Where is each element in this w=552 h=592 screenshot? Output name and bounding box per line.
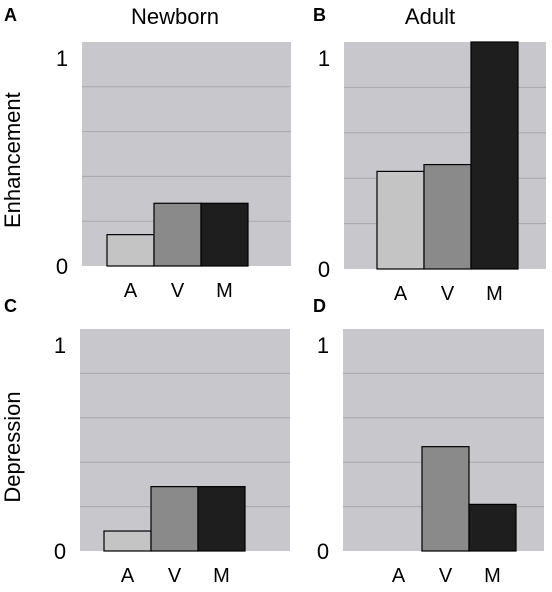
category-label-d-m: M	[484, 565, 501, 587]
bar-b-m	[470, 41, 519, 270]
panel-letter-b: B	[313, 5, 326, 25]
category-label-c-a: A	[121, 565, 135, 587]
bar-b-a	[376, 170, 425, 270]
category-label-d-v: V	[439, 565, 453, 587]
category-label-d-a: A	[392, 565, 406, 587]
panel-letter-a: A	[4, 5, 17, 25]
category-label-b-v: V	[441, 283, 455, 305]
bar-a-m	[200, 202, 249, 267]
bar-d-v	[421, 446, 470, 552]
category-label-a-a: A	[124, 280, 138, 302]
bar-c-a	[103, 530, 152, 552]
category-label-a-m: M	[216, 280, 233, 302]
ytick-d-0: 0	[317, 539, 329, 564]
category-label-c-v: V	[168, 565, 182, 587]
ytick-a-0: 0	[56, 254, 68, 279]
bar-d-m	[468, 503, 517, 552]
ytick-d-1: 1	[317, 333, 329, 358]
bar-b-v	[423, 163, 472, 270]
bar-a-a	[106, 234, 155, 267]
newborn-title: Newborn	[130, 4, 220, 29]
panel-letter-d: D	[313, 296, 326, 316]
bar-a-v	[153, 202, 202, 267]
category-label-c-m: M	[213, 565, 230, 587]
panel-letter-c: C	[4, 296, 17, 316]
category-label-b-m: M	[486, 283, 503, 305]
ytick-c-1: 1	[54, 333, 66, 358]
ytick-a-1: 1	[56, 46, 68, 71]
category-label-a-v: V	[171, 280, 185, 302]
bar-c-v	[150, 486, 199, 552]
ytick-b-1: 1	[318, 46, 330, 71]
ytick-b-0: 0	[318, 257, 330, 282]
bar-c-m	[197, 486, 246, 552]
category-label-b-a: A	[394, 283, 408, 305]
ytick-c-0: 0	[54, 539, 66, 564]
adult-title: Adult	[404, 4, 456, 29]
